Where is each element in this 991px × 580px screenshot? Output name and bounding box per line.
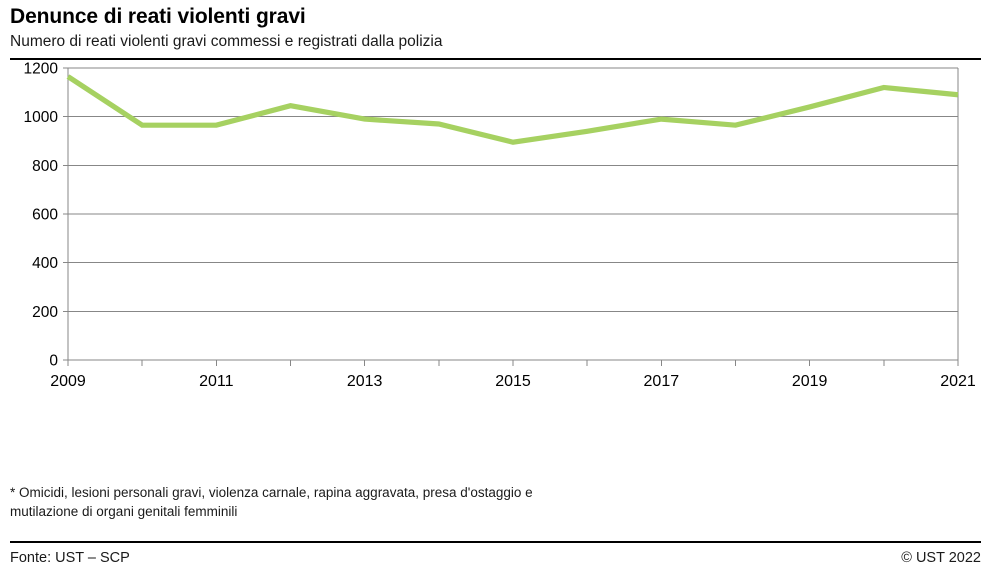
copyright-label: © UST 2022 xyxy=(901,550,981,566)
chart-footer: Fonte: UST – SCP © UST 2022 xyxy=(10,550,981,566)
y-axis-tick-label: 200 xyxy=(32,304,58,321)
x-axis-tick-label: 2009 xyxy=(50,373,86,390)
y-axis-tick-label: 800 xyxy=(32,158,58,175)
y-axis-tick-label: 400 xyxy=(32,255,58,272)
x-axis-tick-label: 2015 xyxy=(495,373,531,390)
x-axis-tick-label: 2019 xyxy=(792,373,828,390)
footnote-line-1: * Omicidi, lesioni personali gravi, viol… xyxy=(10,485,533,500)
source-label: Fonte: UST – SCP xyxy=(10,550,130,566)
chart-header: Denunce di reati violenti gravi Numero d… xyxy=(10,0,981,52)
x-axis-tick-label: 2013 xyxy=(347,373,383,390)
footer-divider xyxy=(10,541,981,543)
page-title: Denunce di reati violenti gravi xyxy=(10,5,306,28)
chart-footnote: * Omicidi, lesioni personali gravi, viol… xyxy=(10,483,910,521)
x-axis-tick-label: 2011 xyxy=(199,373,234,390)
x-axis-tick-label: 2017 xyxy=(644,373,680,390)
chart-plot-area: 0 200 400 600 800 1000 1200 2009 2011 2013 2015 201… xyxy=(10,60,981,420)
y-axis-tick-label: 1000 xyxy=(24,109,59,126)
x-axis-tick-label: 2021 xyxy=(940,373,976,390)
y-axis-tick-label: 0 xyxy=(49,353,58,370)
line-chart: 0 200 400 600 800 1000 1200 2009 2011 2013 2015 201… xyxy=(24,61,976,391)
data-series-line xyxy=(66,74,959,145)
y-axis-tick-label: 600 xyxy=(32,207,58,224)
page-subtitle: Numero di reati violenti gravi commessi … xyxy=(10,33,443,50)
header-divider xyxy=(10,58,981,60)
footnote-line-2: mutilazione di organi genitali femminili xyxy=(10,504,238,519)
y-axis-tick-label: 1200 xyxy=(24,61,59,78)
